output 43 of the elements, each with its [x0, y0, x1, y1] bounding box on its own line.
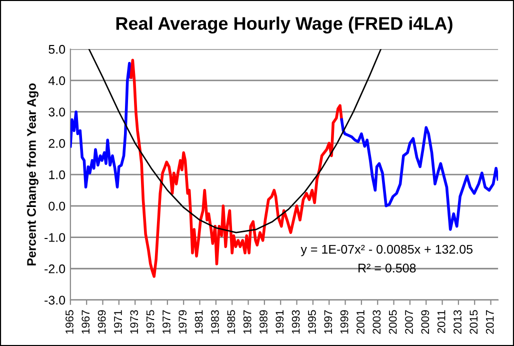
x-tick-label: 2015 — [470, 310, 478, 334]
y-tick-label: -2.0 — [44, 264, 66, 274]
x-tick-label: 1993 — [292, 310, 300, 334]
y-tick-label: 4.0 — [48, 76, 66, 86]
x-tick-label: 1987 — [243, 310, 252, 334]
annotation: y = 1E-07x² - 0.0085x + 132.05 — [300, 244, 473, 256]
x-tick-label: 1977 — [162, 310, 170, 334]
x-tick-label: 1979 — [178, 310, 187, 334]
x-tick-label: 2007 — [405, 310, 413, 334]
y-tick-label: -1.0 — [44, 233, 66, 242]
x-tick-label: 2013 — [454, 310, 462, 334]
x-tick-label: 1997 — [324, 310, 332, 334]
x-tick-label: 1991 — [276, 310, 284, 334]
x-tick-label: 2011 — [437, 310, 446, 334]
x-tick-label: 1975 — [146, 310, 154, 334]
y-tick-label: 5.0 — [48, 44, 66, 54]
line-series — [70, 62, 132, 188]
line-series — [88, 49, 382, 234]
x-tick-label: 1971 — [114, 310, 122, 334]
y-axis-title: Percent Change from Year Ago — [26, 83, 38, 266]
y-tick-label: 3.0 — [48, 108, 66, 116]
y-tick-label: -3.0 — [44, 296, 66, 305]
x-tick-label: 1973 — [130, 310, 138, 334]
x-tick-label: 1965 — [66, 310, 74, 334]
x-tick-label: 1981 — [194, 310, 203, 334]
x-tick-label: 1999 — [340, 310, 348, 334]
x-tick-label: 2001 — [356, 310, 364, 334]
x-tick-label: 1985 — [227, 310, 236, 334]
x-tick-label: 1967 — [82, 310, 90, 334]
x-tick-label: 2009 — [421, 310, 430, 334]
x-tick-label: 2017 — [486, 310, 494, 334]
x-tick-label: 2003 — [372, 310, 381, 334]
y-tick-label: 0.0 — [48, 202, 66, 211]
x-tick-label: 1989 — [260, 310, 268, 334]
y-tick-label: 1.0 — [49, 170, 66, 180]
chart-title: Real Average Hourly Wage (FRED i4LA) — [116, 16, 452, 34]
line-series — [340, 118, 498, 231]
x-tick-label: 1969 — [98, 310, 106, 334]
x-tick-label: 2005 — [388, 310, 397, 334]
annotation: R² = 0.508 — [358, 264, 416, 273]
x-tick-label: 1995 — [308, 310, 316, 334]
y-tick-label: 2.0 — [48, 139, 66, 148]
x-tick-label: 1983 — [211, 310, 219, 334]
